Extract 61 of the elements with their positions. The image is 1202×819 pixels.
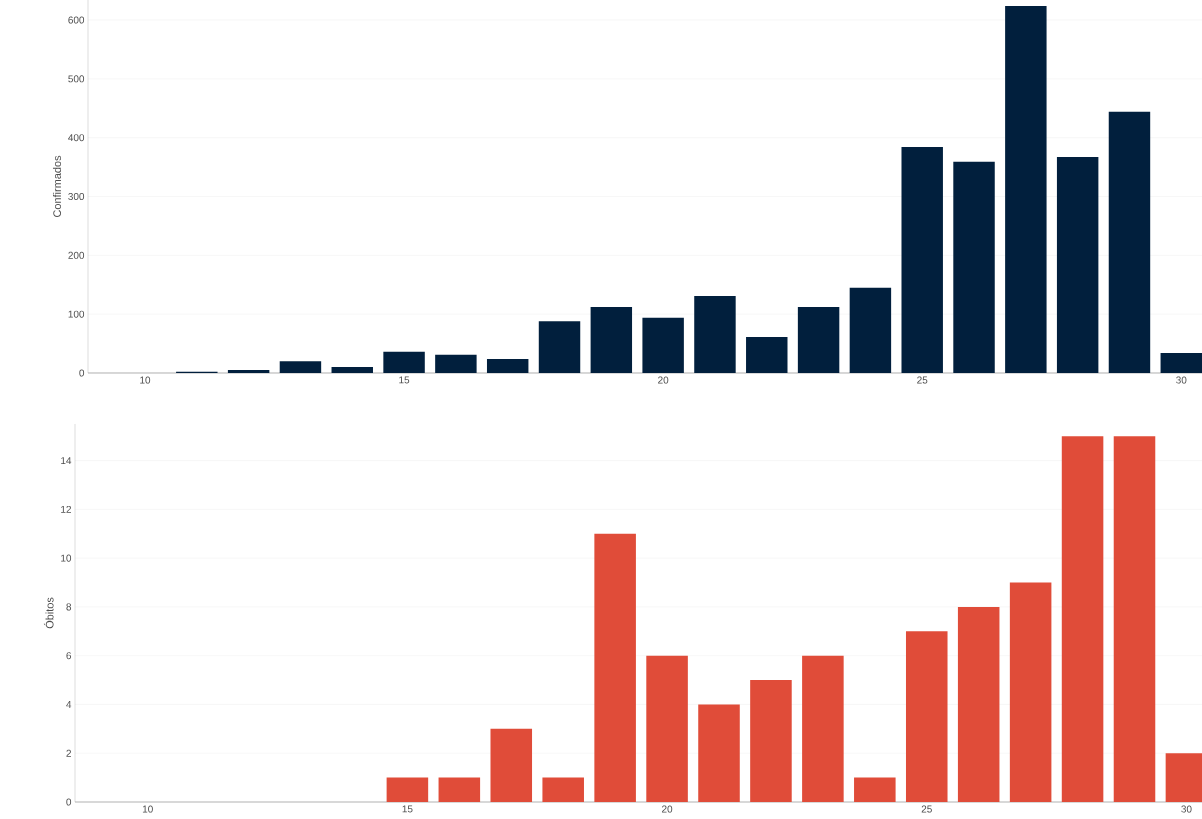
bar — [331, 367, 373, 373]
bar — [386, 777, 429, 802]
bar — [849, 287, 892, 373]
x-tick-label: 15 — [399, 376, 410, 384]
bar — [590, 307, 633, 373]
y-tick-label: 400 — [68, 134, 85, 142]
bar — [746, 337, 788, 373]
bar — [486, 358, 529, 373]
bar — [227, 370, 270, 373]
y-tick-label: 500 — [68, 75, 85, 83]
bar — [646, 655, 688, 802]
bar — [542, 777, 584, 802]
bar — [1009, 582, 1052, 802]
bar — [279, 361, 322, 373]
bar — [1160, 352, 1202, 373]
y-tick-label: 0 — [66, 798, 72, 806]
x-tick-label: 30 — [1176, 376, 1187, 384]
y-tick-label: 200 — [68, 251, 85, 259]
bar — [490, 728, 533, 802]
x-tick-label: 10 — [140, 376, 151, 384]
bar — [538, 321, 581, 373]
y-tick-label: 600 — [68, 16, 85, 24]
bar — [1113, 436, 1156, 802]
bar — [854, 777, 896, 802]
bar — [901, 147, 943, 373]
y-tick-label: 100 — [68, 310, 85, 318]
bar — [750, 680, 792, 802]
y-tick-label: 12 — [61, 505, 71, 513]
x-tick-label: 15 — [402, 805, 413, 813]
bar — [694, 295, 736, 373]
y-tick-label: 300 — [68, 192, 85, 201]
bar — [1108, 111, 1151, 373]
y-axis-title: Confirmados — [52, 155, 62, 217]
bar — [957, 606, 1000, 802]
bar — [1061, 436, 1104, 802]
bar — [797, 307, 840, 373]
bar — [594, 533, 636, 802]
x-tick-label: 20 — [662, 805, 673, 813]
bar — [698, 704, 740, 802]
x-tick-label: 20 — [658, 376, 669, 384]
y-tick-label: 4 — [66, 701, 72, 708]
bar — [802, 655, 844, 802]
y-tick-label: 10 — [61, 554, 72, 562]
bar — [953, 161, 995, 373]
bar — [438, 777, 481, 802]
bar — [383, 351, 425, 373]
bar — [435, 354, 477, 373]
y-tick-label: 8 — [66, 603, 72, 611]
y-tick-label: 2 — [66, 749, 71, 757]
bar — [905, 631, 948, 802]
x-tick-label: 10 — [142, 805, 153, 813]
x-tick-label: 25 — [917, 376, 928, 384]
bar — [642, 317, 684, 373]
x-tick-label: 30 — [1181, 805, 1192, 813]
y-tick-label: 14 — [61, 457, 72, 465]
y-tick-label: 0 — [79, 369, 85, 377]
x-tick-label: 25 — [921, 805, 932, 813]
bar — [1005, 5, 1047, 373]
y-tick-label: 6 — [66, 652, 72, 660]
bar — [1056, 157, 1099, 373]
y-axis-title: Óbitos — [43, 597, 54, 629]
